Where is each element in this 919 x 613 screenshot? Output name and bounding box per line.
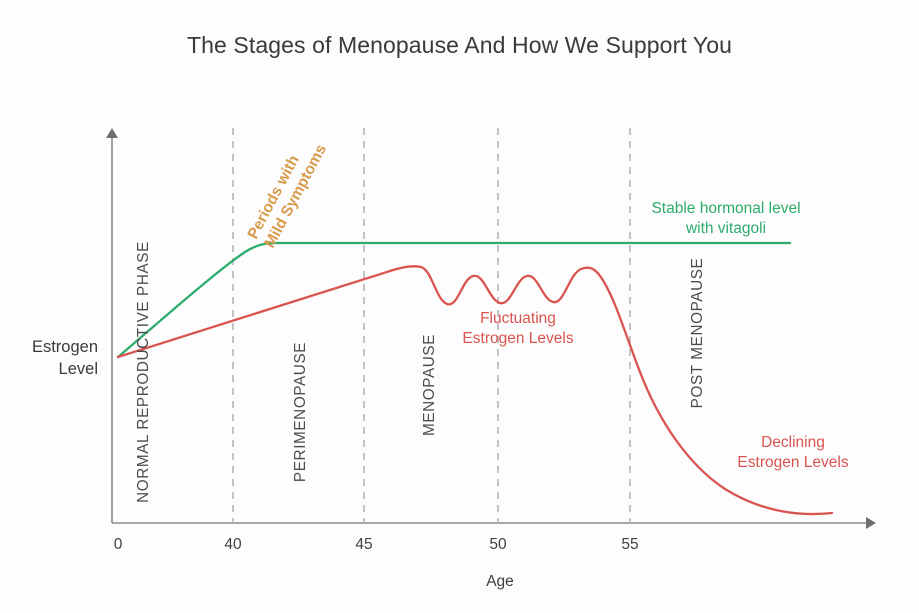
- y-axis-title-line1: Estrogen: [32, 338, 98, 356]
- phase-label-perimenopause: PERIMENOPAUSE: [292, 342, 309, 482]
- series-green-stable: [116, 241, 792, 359]
- x-tick-labels: 0 40 45 50 55: [114, 536, 639, 553]
- annotation-stable-line1: Stable hormonal level: [651, 200, 800, 217]
- x-tick-55: 55: [621, 536, 638, 553]
- phase-label-menopause: MENOPAUSE: [421, 334, 438, 436]
- y-axis-arrow: [106, 128, 118, 138]
- annotation-periods-mild-symptoms: Periods with Mild Symptoms: [245, 142, 331, 251]
- x-axis-title: Age: [486, 573, 514, 590]
- annotation-declining-estrogen: Declining Estrogen Levels: [737, 434, 848, 471]
- annotation-stable-hormonal: Stable hormonal level with vitagoli: [651, 200, 800, 237]
- series-red-estrogen: [116, 265, 834, 516]
- x-tick-40: 40: [224, 536, 242, 553]
- annotation-declining-line1: Declining: [761, 434, 825, 451]
- x-tick-45: 45: [355, 536, 372, 553]
- x-tick-50: 50: [489, 536, 507, 553]
- annotation-stable-line2: with vitagoli: [685, 220, 766, 237]
- annotation-fluctuating-estrogen: Fluctuating Estrogen Levels: [462, 310, 573, 347]
- x-axis-arrow: [866, 517, 876, 529]
- axes: [106, 128, 876, 529]
- phase-label-post-menopause: POST MENOPAUSE: [689, 258, 706, 409]
- page-title: The Stages of Menopause And How We Suppo…: [186, 32, 733, 58]
- y-axis-title-line2: Level: [59, 360, 98, 378]
- annotation-fluctuating-line2: Estrogen Levels: [462, 330, 573, 347]
- stage-dividers: [232, 128, 631, 523]
- phase-label-normal-reproductive-phase: NORMAL REPRODUCTIVE PHASE: [135, 241, 152, 503]
- annotation-declining-line2: Estrogen Levels: [737, 454, 848, 471]
- annotation-fluctuating-line1: Fluctuating: [480, 310, 556, 327]
- x-tick-0: 0: [114, 536, 123, 553]
